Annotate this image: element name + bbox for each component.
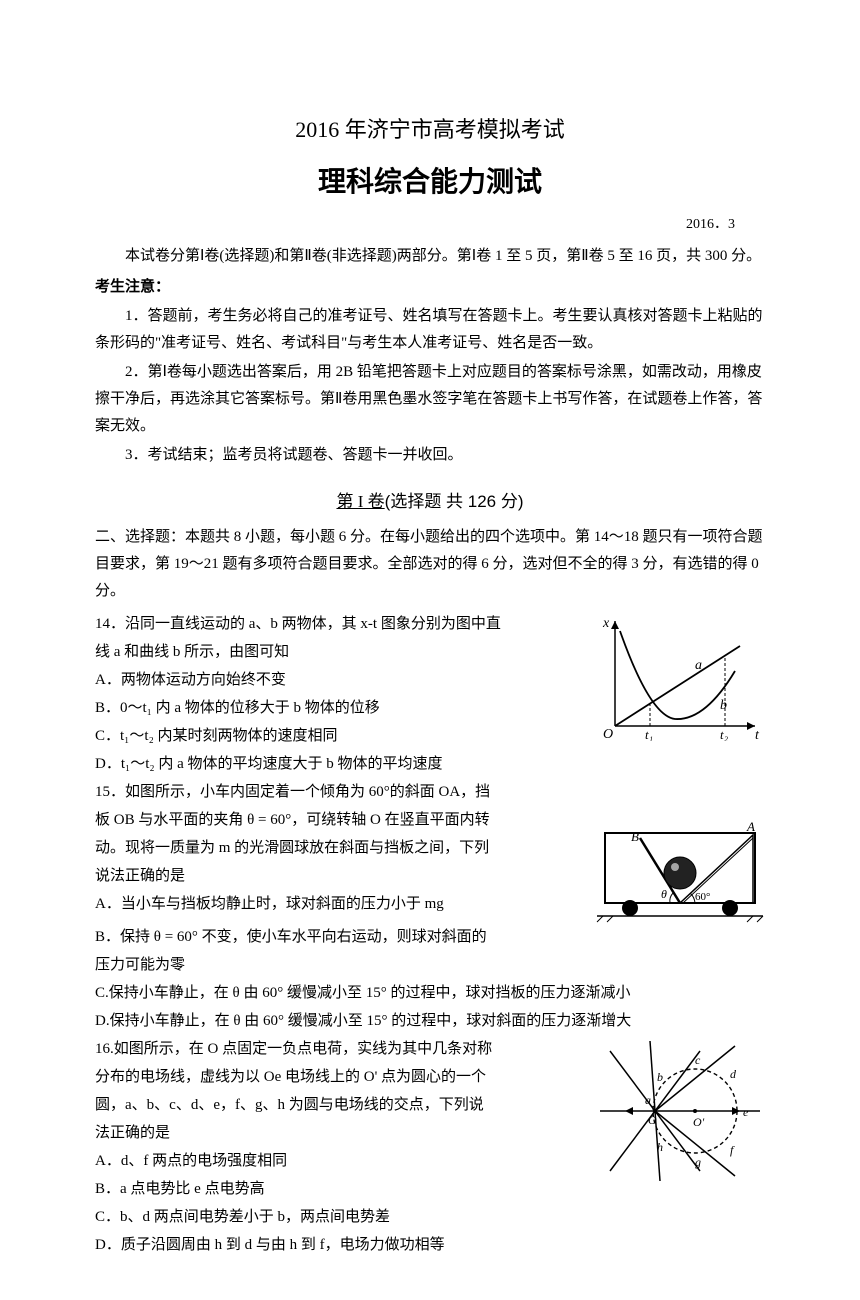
figure-electric-field: O O' a b c d e f g h: [595, 1036, 765, 1186]
svg-text:A: A: [746, 819, 755, 834]
q15-opt-d: D.保持小车静止，在 θ 由 60° 缓慢减小至 15° 的过程中，球对斜面的压…: [95, 1008, 765, 1035]
question-15: 15．如图所示，小车内固定着一个倾角为 60°的斜面 OA，挡 A B θ 60…: [95, 779, 765, 1035]
intro-text: 本试卷分第Ⅰ卷(选择题)和第Ⅱ卷(非选择题)两部分。第Ⅰ卷 1 至 5 页，第Ⅱ…: [95, 243, 765, 270]
svg-text:t₂: t₂: [720, 727, 729, 741]
notice-heading: 考生注意：: [95, 274, 765, 301]
q15-opt-b: B．保持 θ = 60° 不变，使小车水平向右运动，则球对斜面的: [95, 924, 765, 951]
svg-text:a: a: [645, 1093, 651, 1107]
svg-text:h: h: [657, 1140, 663, 1154]
svg-text:g: g: [695, 1155, 701, 1169]
svg-text:t: t: [755, 728, 760, 741]
main-title-1: 2016 年济宁市高考模拟考试: [95, 110, 765, 150]
section-paren: (选择题 共 126 分): [385, 492, 524, 511]
section-prefix: 第 I 卷: [336, 492, 384, 511]
notice-item-3: 3．考试结束；监考员将试题卷、答题卡一并收回。: [95, 442, 765, 469]
svg-text:f: f: [730, 1143, 735, 1157]
question-14: x t O t₁ t₂ a b 14．沿同一直线运动的 a、b 两物体，其 x-…: [95, 611, 765, 778]
question-16: O O' a b c d e f g h 16.如图所示，在 O 点固定一负点电…: [95, 1036, 765, 1259]
notice-item-2: 2．第Ⅰ卷每小题选出答案后，用 2B 铅笔把答题卡上对应题目的答案标号涂黑，如需…: [95, 359, 765, 440]
q15-opt-b2: 压力可能为零: [95, 952, 765, 979]
svg-text:a: a: [695, 658, 702, 673]
svg-text:60°: 60°: [695, 891, 710, 903]
q15-stem-1: 15．如图所示，小车内固定着一个倾角为 60°的斜面 OA，挡: [95, 779, 765, 806]
notice-item-1: 1．答题前，考生务必将自己的准考证号、姓名填写在答题卡上。考生要认真核对答题卡上…: [95, 303, 765, 357]
svg-text:O: O: [603, 727, 613, 741]
svg-text:b: b: [720, 698, 727, 713]
q16-opt-d: D．质子沿圆周由 h 到 d 与由 h 到 f，电场力做功相等: [95, 1232, 765, 1259]
svg-text:e: e: [743, 1105, 749, 1119]
figure-xt-graph: x t O t₁ t₂ a b: [595, 611, 765, 741]
svg-text:O': O': [693, 1115, 705, 1129]
svg-text:O: O: [648, 1113, 657, 1127]
svg-text:θ: θ: [661, 887, 667, 901]
figure-cart-incline: A B θ 60°: [595, 813, 765, 923]
main-title-2: 理科综合能力测试: [95, 158, 765, 208]
svg-text:B: B: [631, 829, 639, 844]
svg-text:c: c: [695, 1053, 701, 1067]
q16-opt-c: C．b、d 两点间电势差小于 b，两点间电势差: [95, 1204, 765, 1231]
svg-text:x: x: [602, 616, 610, 631]
svg-text:b: b: [657, 1070, 663, 1084]
section-instructions: 二、选择题：本题共 8 小题，每小题 6 分。在每小题给出的四个选项中。第 14…: [95, 524, 765, 605]
section-1-title: 第 I 卷(选择题 共 126 分): [95, 487, 765, 518]
q15-opt-c: C.保持小车静止，在 θ 由 60° 缓慢减小至 15° 的过程中，球对挡板的压…: [95, 980, 765, 1007]
svg-text:t₁: t₁: [645, 727, 653, 741]
exam-date: 2016．3: [95, 212, 765, 237]
q14-opt-d: D．t₁～t₂ 内 a 物体的平均速度大于 b 物体的平均速度: [95, 751, 765, 778]
svg-text:d: d: [730, 1067, 737, 1081]
